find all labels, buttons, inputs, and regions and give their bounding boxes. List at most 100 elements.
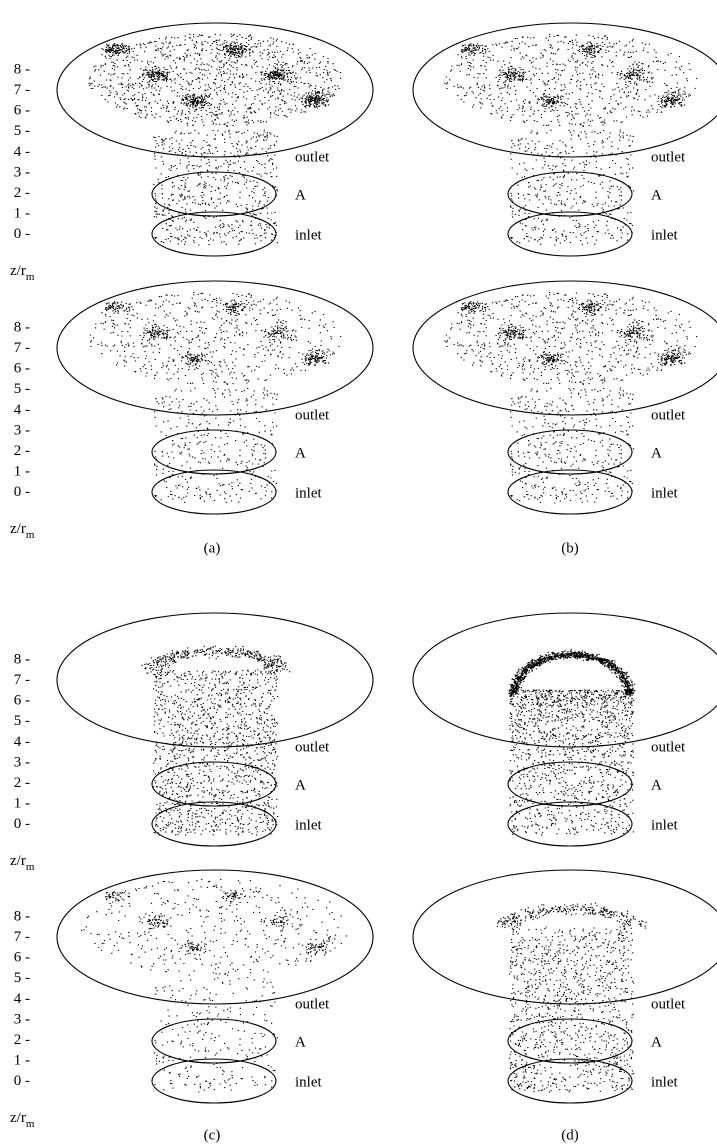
y-tick-label: 5 - xyxy=(14,381,30,397)
label-sub: m xyxy=(26,861,35,873)
outlet-plane xyxy=(57,870,373,1004)
outlet-plane xyxy=(413,613,717,747)
ring-label: outlet xyxy=(295,149,330,165)
y-tick-label: 4 - xyxy=(14,734,30,750)
label-sub: m xyxy=(26,1118,35,1130)
ring-a xyxy=(152,172,276,216)
y-tick-label: 5 - xyxy=(14,713,30,729)
y-tick-label: 0 - xyxy=(14,226,30,242)
outlet-plane xyxy=(413,281,717,415)
label-main: z/r xyxy=(10,1110,26,1126)
ring-label: inlet xyxy=(295,1074,322,1090)
ring-inlet xyxy=(508,1059,632,1103)
ring-label: A xyxy=(295,445,306,461)
particles xyxy=(497,903,647,1092)
ring-label: inlet xyxy=(651,1074,678,1090)
y-tick-label: 4 - xyxy=(14,144,30,160)
y-tick-label: 1 - xyxy=(14,796,30,812)
ring-label: inlet xyxy=(295,485,322,501)
ring-label: A xyxy=(651,445,662,461)
panel-caption: (b) xyxy=(561,540,579,556)
particles xyxy=(90,293,341,503)
panel-caption: (d) xyxy=(561,1127,579,1143)
y-tick-label: 1 - xyxy=(14,464,30,480)
y-tick-label: 3 - xyxy=(14,754,30,770)
y-tick-label: 6 - xyxy=(14,693,30,709)
ring-label: inlet xyxy=(295,227,322,243)
y-tick-label: 0 - xyxy=(14,1073,30,1089)
y-tick-label: 6 - xyxy=(14,950,30,966)
y-tick-label: 7 - xyxy=(14,340,30,356)
ring-label: inlet xyxy=(295,817,322,833)
y-tick-label: 8 - xyxy=(14,61,30,77)
ring-label: A xyxy=(651,187,662,203)
y-tick-label: 3 - xyxy=(14,422,30,438)
ring-label: outlet xyxy=(651,996,686,1012)
particles xyxy=(508,650,635,835)
label-sub: m xyxy=(26,529,35,541)
figure: outlet Ainlet 8 - 7 - 6 - 5 - 4 - 3 - 2 - 1 - 0 - z… xyxy=(0,0,717,1148)
y-tick-label: 2 - xyxy=(14,443,30,459)
y-tick-label: 4 - xyxy=(14,402,30,418)
y-tick-label: 6 - xyxy=(14,103,30,119)
particles xyxy=(444,35,697,246)
ring-label: inlet xyxy=(651,485,678,501)
y-tick-label: 4 - xyxy=(14,991,30,1007)
outlet-plane xyxy=(413,23,717,157)
label-main: z/r xyxy=(10,263,26,279)
particles xyxy=(142,646,291,835)
ring-label: outlet xyxy=(295,996,330,1012)
y-tick-label: 2 - xyxy=(14,775,30,791)
label-sub: m xyxy=(26,271,35,283)
y-tick-label: 7 - xyxy=(14,672,30,688)
ring-inlet xyxy=(152,802,276,846)
ring-label: inlet xyxy=(651,817,678,833)
y-tick-label: 2 - xyxy=(14,185,30,201)
y-axis-label: z/rm xyxy=(10,853,35,872)
ring-label: A xyxy=(651,777,662,793)
y-tick-label: 8 - xyxy=(14,319,30,335)
y-tick-label: 2 - xyxy=(14,1032,30,1048)
ring-label: outlet xyxy=(651,149,686,165)
particles xyxy=(444,293,697,504)
ring-label: A xyxy=(651,1034,662,1050)
y-tick-label: 3 - xyxy=(14,164,30,180)
y-tick-label: 3 - xyxy=(14,1011,30,1027)
outlet-plane xyxy=(57,613,373,747)
ring-label: A xyxy=(295,187,306,203)
y-axis-label: z/rm xyxy=(10,521,35,540)
panel-caption: (a) xyxy=(204,540,221,556)
ring-label: outlet xyxy=(295,407,330,423)
y-tick-label: 1 - xyxy=(14,1053,30,1069)
y-tick-label: 1 - xyxy=(14,206,30,222)
ring-label: inlet xyxy=(651,227,678,243)
y-tick-label: 7 - xyxy=(14,929,30,945)
particles xyxy=(81,879,347,1092)
label-main: z/r xyxy=(10,521,26,537)
ring-label: outlet xyxy=(651,739,686,755)
ring-label: outlet xyxy=(295,739,330,755)
y-tick-label: 0 - xyxy=(14,816,30,832)
panel-caption: (c) xyxy=(204,1127,221,1143)
y-tick-label: 6 - xyxy=(14,361,30,377)
y-tick-label: 8 - xyxy=(14,908,30,924)
y-tick-label: 5 - xyxy=(14,970,30,986)
y-tick-label: 0 - xyxy=(14,484,30,500)
outlet-plane xyxy=(413,870,717,1004)
ring-label: outlet xyxy=(651,407,686,423)
y-tick-label: 5 - xyxy=(14,123,30,139)
y-axis-label: z/rm xyxy=(10,263,35,282)
y-axis-label: z/rm xyxy=(10,1110,35,1129)
ring-label: A xyxy=(295,777,306,793)
y-tick-label: 8 - xyxy=(14,651,30,667)
outlet-plane xyxy=(57,281,373,415)
subplot: outlet Ainlet 8 - 7 - 6 - 5 - 4 - 3 - 2 - 1 - 0 - z… xyxy=(10,613,373,873)
ring-label: A xyxy=(295,1034,306,1050)
